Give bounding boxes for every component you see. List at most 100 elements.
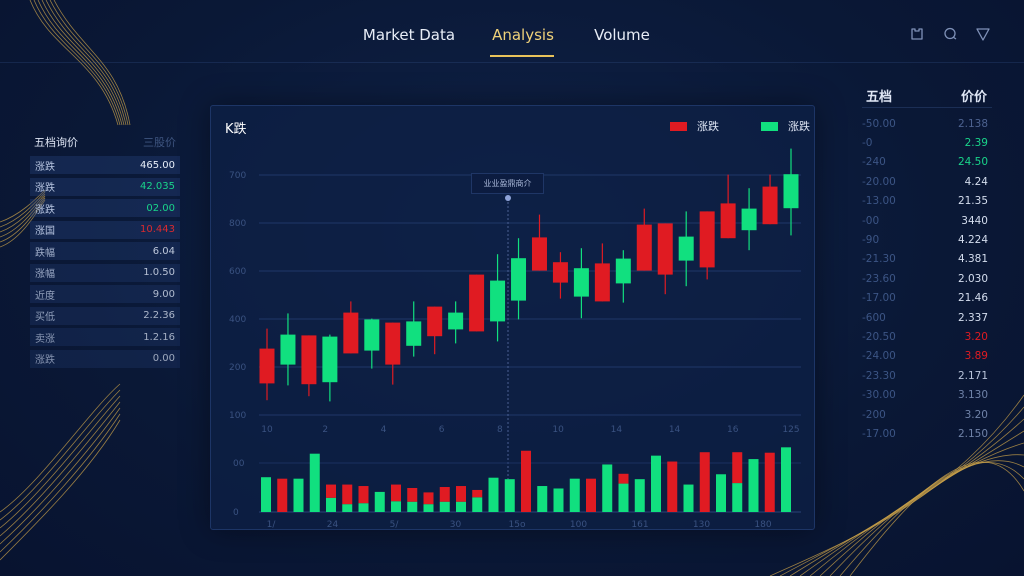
- item-value: 21.35: [957, 195, 988, 208]
- right-list-item[interactable]: -200 3.20: [862, 405, 992, 424]
- search-icon[interactable]: [942, 26, 958, 42]
- volume-bar-red: [326, 484, 336, 498]
- item-key: -50.00: [862, 117, 896, 130]
- left-list-item[interactable]: 买低 2.2.36: [30, 306, 180, 325]
- x-tick-label: 14: [669, 425, 681, 435]
- volume-x-tick-label: 15o: [509, 520, 526, 530]
- x-tick-label: 2: [322, 425, 328, 435]
- right-list-item[interactable]: -0 2.39: [862, 133, 992, 152]
- volume-bar-red: [456, 486, 466, 502]
- left-list-item[interactable]: 卖涨 1.2.16: [30, 328, 180, 346]
- candle-body: [762, 186, 778, 225]
- candle-body: [615, 258, 631, 284]
- candle-body: [678, 236, 694, 261]
- order-book-right: 五档 价价 -50.00 2.138 -0 2.39 -240 24.50 -20.00 4.…: [862, 86, 992, 444]
- right-list-item[interactable]: -21.30 4.381: [862, 250, 992, 269]
- volume-x-tick-label: 161: [631, 520, 648, 530]
- right-header-left: 五档: [866, 90, 893, 105]
- item-key: -17.00: [862, 427, 896, 440]
- top-nav: Market Data Analysis Volume: [0, 22, 1024, 62]
- item-label: 涨国: [35, 226, 55, 237]
- right-list-item[interactable]: -00 3440: [862, 211, 992, 230]
- item-key: -00: [862, 214, 880, 227]
- right-list-item[interactable]: -13.00 21.35: [862, 192, 992, 211]
- item-label: 近度: [35, 290, 55, 302]
- left-list-item[interactable]: 跌幅 6.04: [30, 242, 180, 260]
- y-tick-label: 100: [229, 411, 246, 421]
- volume-bar-green: [683, 484, 694, 512]
- item-value: 4.24: [964, 175, 988, 188]
- right-list-item[interactable]: -23.30 2.171: [862, 366, 992, 385]
- right-list-item[interactable]: -240 24.50: [862, 153, 992, 172]
- item-value: 4.224: [957, 234, 988, 247]
- item-value: 2.030: [957, 272, 988, 285]
- gold-wave-bottom-right: [849, 461, 1024, 576]
- volume-x-tick-label: 180: [754, 520, 771, 530]
- right-list-item[interactable]: -600 2.337: [862, 308, 992, 327]
- right-list-item[interactable]: -23.60 2.030: [862, 269, 992, 288]
- volume-bar-green: [618, 483, 629, 512]
- item-label: 卖涨: [35, 333, 55, 345]
- gold-wave-bottom-left: [0, 407, 121, 545]
- volume-bar-green: [537, 486, 548, 512]
- left-list-item[interactable]: 涨国 10.443: [30, 220, 180, 239]
- legend-item-down[interactable]: 涨跌: [761, 118, 810, 134]
- left-list-item[interactable]: 涨跌 465.00: [30, 156, 180, 174]
- y-tick-label: 400: [229, 315, 246, 325]
- right-list-item[interactable]: -20.00 4.24: [862, 172, 992, 191]
- candle-body: [448, 312, 464, 330]
- volume-bar-green: [602, 464, 613, 512]
- volume-tick-label: 0: [233, 508, 239, 518]
- filter-triangle-icon[interactable]: [975, 26, 991, 42]
- right-list-item[interactable]: -17.00 2.150: [862, 424, 992, 443]
- volume-bar-green: [634, 479, 645, 512]
- volume-bar-green: [748, 459, 759, 512]
- gold-wave-bottom-left: [0, 413, 121, 553]
- gold-wave-bottom-left: [0, 389, 121, 521]
- legend-item-up[interactable]: 涨跌: [670, 118, 719, 134]
- nav-divider: [0, 62, 1024, 63]
- tab-analysis[interactable]: Analysis: [492, 26, 554, 44]
- volume-bar-red: [699, 452, 710, 512]
- item-value: 3.20: [964, 330, 988, 343]
- item-key: -23.30: [862, 369, 896, 382]
- left-list-item[interactable]: 涨跌 0.00: [30, 349, 180, 368]
- volume-bar-green: [293, 478, 304, 512]
- left-list-item[interactable]: 近度 9.00: [30, 285, 180, 303]
- tab-volume[interactable]: Volume: [594, 26, 650, 44]
- item-key: -21.30: [862, 253, 896, 266]
- item-value: 2.138: [957, 117, 988, 130]
- volume-bar-green: [472, 497, 483, 512]
- volume-bar-green: [569, 478, 580, 512]
- candle-body: [699, 211, 715, 268]
- item-value: 2.39: [964, 137, 988, 150]
- right-list-item[interactable]: -50.00 2.138: [862, 114, 992, 133]
- right-list-item[interactable]: -20.50 3.20: [862, 327, 992, 346]
- window-icon[interactable]: [909, 26, 925, 42]
- right-list-item[interactable]: -24.00 3.89: [862, 347, 992, 366]
- volume-bar-green: [651, 455, 661, 512]
- item-key: -600: [862, 311, 886, 324]
- candle-body: [280, 334, 296, 365]
- right-list-item[interactable]: -30.00 3.130: [862, 385, 992, 404]
- candle-body: [741, 208, 757, 231]
- left-list-item[interactable]: 涨幅 1.0.50: [30, 263, 180, 282]
- volume-x-tick-label: 130: [693, 520, 710, 530]
- tab-market-data[interactable]: Market Data: [362, 26, 456, 44]
- left-list-item[interactable]: 涨跌 02.00: [30, 199, 180, 217]
- x-tick-label: 8: [497, 425, 503, 435]
- volume-bar-green: [342, 504, 353, 512]
- volume-tick-label: 00: [233, 459, 245, 469]
- left-list-item[interactable]: 涨跌 42.035: [30, 177, 180, 196]
- item-value: 21.46: [957, 292, 988, 305]
- volume-x-tick-label: 1/: [267, 520, 277, 530]
- y-tick-label: 700: [229, 171, 246, 181]
- candle-body: [343, 312, 359, 354]
- candle-body: [469, 274, 485, 332]
- volume-bar-green: [407, 501, 418, 512]
- candle-body: [594, 263, 610, 302]
- right-list-item[interactable]: -90 4.224: [862, 230, 992, 249]
- volume-bar-green: [358, 503, 369, 512]
- right-list-item[interactable]: -17.00 21.46: [862, 289, 992, 308]
